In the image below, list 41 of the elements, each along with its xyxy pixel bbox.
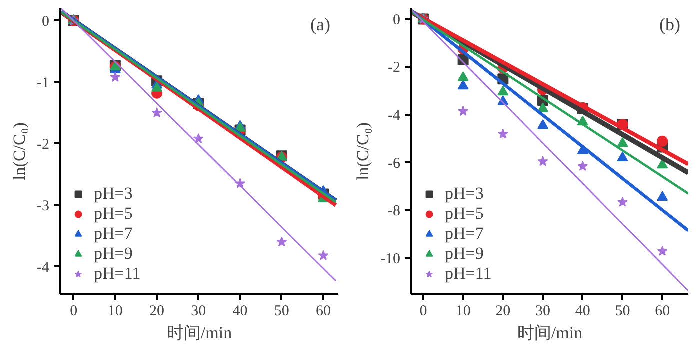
x-tick-label: 40 xyxy=(575,304,590,320)
y-tick-label: 0 xyxy=(42,14,50,30)
x-axis-title: 时间/min xyxy=(517,324,584,342)
legend-label: pH=3 xyxy=(94,184,133,204)
legend-label: pH=7 xyxy=(94,224,133,244)
y-tick-label: -10 xyxy=(380,252,401,268)
legend-label: pH=11 xyxy=(445,264,492,284)
y-tick-label: -2 xyxy=(388,60,401,76)
legend-label: pH=11 xyxy=(94,264,141,284)
y-tick-label: -6 xyxy=(388,156,401,172)
y-axis-title: ln(C/C₀) xyxy=(10,122,30,180)
legend-label: pH=3 xyxy=(445,184,484,204)
legend-label: pH=7 xyxy=(445,224,484,244)
legend-label: pH=5 xyxy=(94,204,133,224)
y-tick-label: -8 xyxy=(388,204,401,220)
annotation: (a) xyxy=(310,14,331,34)
x-tick-label: 30 xyxy=(536,304,551,320)
x-tick-label: 50 xyxy=(615,304,630,320)
x-tick-label: 40 xyxy=(232,304,248,320)
y-tick-label: -2 xyxy=(37,136,50,153)
y-tick-label: -4 xyxy=(37,260,50,276)
y-tick-label: -3 xyxy=(37,198,50,214)
x-tick-label: 0 xyxy=(420,304,428,320)
x-tick-label: 20 xyxy=(496,304,511,320)
y-tick-label: -4 xyxy=(388,108,401,124)
x-axis-title: 时间/min xyxy=(166,324,233,342)
x-tick-label: 30 xyxy=(191,304,206,320)
x-tick-label: 10 xyxy=(456,304,471,320)
x-tick-label: 50 xyxy=(274,304,290,320)
x-tick-label: 10 xyxy=(108,304,123,320)
x-tick-label: 60 xyxy=(316,304,332,320)
y-tick-label: 0 xyxy=(393,12,400,28)
x-tick-label: 20 xyxy=(150,304,165,320)
x-tick-label: 0 xyxy=(70,304,78,320)
legend-label: pH=9 xyxy=(445,244,484,264)
annotation: (b) xyxy=(660,14,681,34)
y-tick-label: -1 xyxy=(37,75,50,92)
y-axis-title: ln(C/C₀) xyxy=(354,122,373,180)
legend-label: pH=5 xyxy=(445,204,484,224)
x-tick-label: 60 xyxy=(655,304,670,320)
legend-label: pH=9 xyxy=(94,244,133,264)
